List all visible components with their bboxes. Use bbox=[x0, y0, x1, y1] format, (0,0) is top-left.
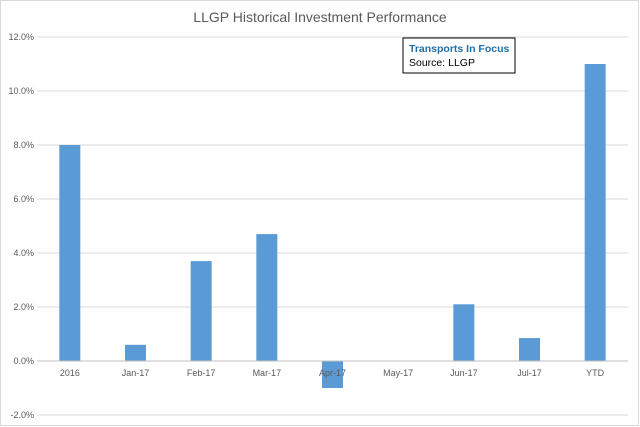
x-axis-ticks: 2016 Jan-17 Feb-17 Mar-17 Apr-17 May-17 Jun-17… bbox=[60, 368, 605, 378]
bar-jun-17 bbox=[453, 304, 475, 361]
y-tick-label: 12.0% bbox=[8, 32, 34, 42]
x-tick-label: May-17 bbox=[383, 368, 413, 378]
y-tick-label: 6.0% bbox=[13, 194, 34, 204]
x-tick-label: Mar-17 bbox=[253, 368, 282, 378]
y-tick-label: 8.0% bbox=[13, 140, 34, 150]
y-tick-label: 0.0% bbox=[13, 356, 34, 366]
bar-mar-17 bbox=[256, 234, 278, 361]
annotation-box: Transports In Focus Source: LLGP bbox=[402, 37, 516, 74]
y-tick-label: -2.0% bbox=[10, 410, 34, 420]
x-tick-label: 2016 bbox=[60, 368, 80, 378]
bar-apr-17 bbox=[322, 361, 343, 388]
annotation-title: Transports In Focus bbox=[409, 43, 510, 55]
x-tick-label: Jan-17 bbox=[122, 368, 150, 378]
y-tick-label: 4.0% bbox=[13, 248, 34, 258]
y-tick-label: 2.0% bbox=[13, 302, 34, 312]
chart-title: LLGP Historical Investment Performance bbox=[193, 9, 447, 25]
y-tick-label: 10.0% bbox=[8, 86, 34, 96]
bars bbox=[59, 64, 606, 388]
x-tick-label: Jun-17 bbox=[450, 368, 478, 378]
bar-jan-17 bbox=[125, 344, 146, 361]
x-tick-label: Apr-17 bbox=[319, 368, 346, 378]
y-axis-ticks: -2.0% 0.0% 2.0% 4.0% 6.0% 8.0% 10.0% 12.0% bbox=[8, 32, 34, 420]
bar-jul-17 bbox=[519, 338, 540, 361]
x-tick-label: Feb-17 bbox=[187, 368, 216, 378]
bar-2016 bbox=[59, 145, 81, 361]
x-tick-label: YTD bbox=[586, 368, 605, 378]
annotation-frame bbox=[402, 37, 516, 74]
bar-ytd bbox=[584, 64, 606, 361]
annotation-source: Source: LLGP bbox=[409, 57, 475, 69]
bar-feb-17 bbox=[190, 261, 212, 361]
x-tick-label: Jul-17 bbox=[517, 368, 542, 378]
